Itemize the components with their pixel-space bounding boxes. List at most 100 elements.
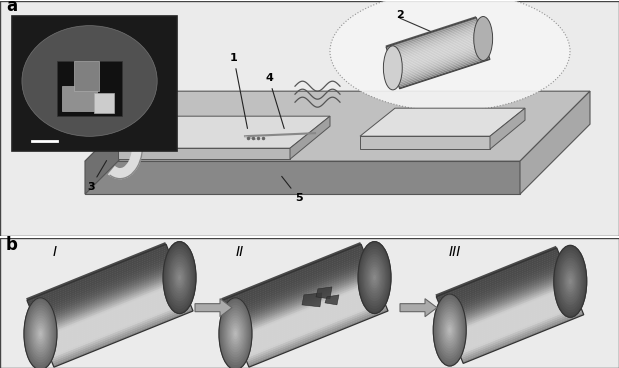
Polygon shape xyxy=(441,261,563,312)
Polygon shape xyxy=(446,273,568,324)
Ellipse shape xyxy=(365,256,384,299)
Polygon shape xyxy=(41,280,181,338)
Ellipse shape xyxy=(39,331,42,337)
Polygon shape xyxy=(30,251,170,309)
Ellipse shape xyxy=(561,263,579,300)
Ellipse shape xyxy=(24,297,58,368)
Polygon shape xyxy=(225,252,365,311)
Polygon shape xyxy=(227,256,366,314)
Polygon shape xyxy=(236,278,376,336)
Polygon shape xyxy=(391,32,482,63)
Ellipse shape xyxy=(32,315,49,352)
Ellipse shape xyxy=(29,310,51,357)
Ellipse shape xyxy=(166,249,193,307)
Polygon shape xyxy=(118,148,290,159)
Polygon shape xyxy=(386,18,477,48)
Polygon shape xyxy=(50,302,190,360)
Polygon shape xyxy=(31,254,171,312)
Ellipse shape xyxy=(165,246,194,309)
Polygon shape xyxy=(316,287,332,299)
Polygon shape xyxy=(325,295,339,305)
Polygon shape xyxy=(462,311,583,362)
Polygon shape xyxy=(360,136,490,149)
Ellipse shape xyxy=(440,309,460,351)
Polygon shape xyxy=(228,259,368,318)
Polygon shape xyxy=(43,283,183,342)
Bar xyxy=(12,16,177,151)
Polygon shape xyxy=(396,48,487,79)
Bar xyxy=(94,93,114,113)
Ellipse shape xyxy=(358,241,392,314)
Polygon shape xyxy=(396,46,486,77)
Polygon shape xyxy=(234,275,374,333)
Polygon shape xyxy=(224,249,364,307)
Polygon shape xyxy=(440,258,561,309)
Polygon shape xyxy=(438,251,559,302)
Ellipse shape xyxy=(221,302,250,365)
Ellipse shape xyxy=(27,305,54,362)
Polygon shape xyxy=(394,43,485,74)
Polygon shape xyxy=(439,254,560,305)
Polygon shape xyxy=(398,55,489,86)
Polygon shape xyxy=(233,273,373,331)
Polygon shape xyxy=(29,249,169,307)
Ellipse shape xyxy=(564,268,577,295)
Ellipse shape xyxy=(569,278,572,284)
Polygon shape xyxy=(457,299,578,350)
Bar xyxy=(62,86,97,111)
Polygon shape xyxy=(435,246,556,297)
Ellipse shape xyxy=(164,244,196,312)
Polygon shape xyxy=(243,295,383,353)
Polygon shape xyxy=(236,280,376,338)
Ellipse shape xyxy=(474,17,493,60)
Ellipse shape xyxy=(448,327,451,333)
Ellipse shape xyxy=(172,262,187,294)
Polygon shape xyxy=(394,41,484,71)
Polygon shape xyxy=(389,26,480,57)
Ellipse shape xyxy=(163,241,196,314)
Ellipse shape xyxy=(179,277,180,278)
Ellipse shape xyxy=(173,264,186,291)
Polygon shape xyxy=(439,256,561,307)
Polygon shape xyxy=(239,287,379,345)
Polygon shape xyxy=(456,296,577,346)
Polygon shape xyxy=(27,244,167,302)
Polygon shape xyxy=(438,253,560,304)
Polygon shape xyxy=(446,272,567,322)
Ellipse shape xyxy=(228,318,243,350)
Polygon shape xyxy=(243,297,383,355)
Polygon shape xyxy=(394,42,485,73)
Ellipse shape xyxy=(441,312,459,348)
Polygon shape xyxy=(221,242,361,300)
Polygon shape xyxy=(52,305,192,364)
Polygon shape xyxy=(229,261,369,319)
Polygon shape xyxy=(222,244,361,302)
Polygon shape xyxy=(520,91,590,194)
Ellipse shape xyxy=(25,300,56,368)
Ellipse shape xyxy=(443,317,456,343)
Polygon shape xyxy=(386,19,477,50)
Polygon shape xyxy=(387,21,478,51)
Polygon shape xyxy=(454,292,576,343)
Ellipse shape xyxy=(362,251,387,304)
Polygon shape xyxy=(386,16,477,47)
Polygon shape xyxy=(26,242,166,300)
Ellipse shape xyxy=(223,308,248,360)
Text: 1: 1 xyxy=(230,53,248,128)
Ellipse shape xyxy=(444,319,455,341)
Polygon shape xyxy=(490,108,525,149)
Ellipse shape xyxy=(175,267,184,289)
Polygon shape xyxy=(360,108,525,136)
Polygon shape xyxy=(453,290,575,341)
Polygon shape xyxy=(449,280,571,331)
Ellipse shape xyxy=(565,270,576,292)
Polygon shape xyxy=(44,287,184,345)
Polygon shape xyxy=(458,302,579,353)
Polygon shape xyxy=(443,265,565,315)
Ellipse shape xyxy=(569,281,571,282)
Ellipse shape xyxy=(233,328,238,339)
Polygon shape xyxy=(235,276,375,335)
Ellipse shape xyxy=(366,259,383,296)
Ellipse shape xyxy=(438,304,462,356)
Ellipse shape xyxy=(40,333,41,334)
